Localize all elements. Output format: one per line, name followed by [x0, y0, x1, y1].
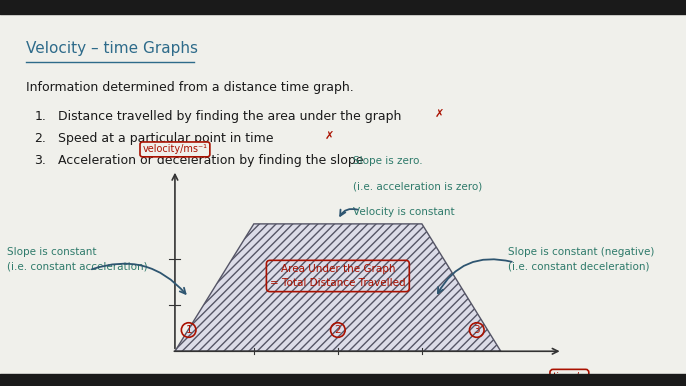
Text: Velocity is constant: Velocity is constant [353, 207, 455, 217]
Text: Velocity – time Graphs: Velocity – time Graphs [26, 41, 198, 56]
Text: 3: 3 [473, 325, 480, 335]
Text: Distance travelled by finding the area under the graph: Distance travelled by finding the area u… [58, 110, 402, 123]
Text: 2: 2 [335, 325, 341, 335]
Text: ✗: ✗ [324, 131, 334, 141]
Text: Information determined from a distance time graph.: Information determined from a distance t… [26, 81, 354, 94]
Text: Area Under the Graph
= Total Distance Travelled: Area Under the Graph = Total Distance Tr… [270, 264, 405, 288]
Text: Speed at a particular point in time: Speed at a particular point in time [58, 132, 274, 145]
Text: velocity/ms⁻¹: velocity/ms⁻¹ [143, 144, 207, 154]
Text: 3.: 3. [34, 154, 46, 167]
Text: Slope is constant (negative)
(i.e. constant deceleration): Slope is constant (negative) (i.e. const… [508, 247, 654, 271]
Text: Slope is constant
(i.e. constant acceleration): Slope is constant (i.e. constant acceler… [7, 247, 147, 271]
Polygon shape [175, 224, 501, 351]
Text: time/s: time/s [553, 372, 586, 383]
Text: ✗: ✗ [435, 109, 445, 119]
Text: 1: 1 [185, 325, 192, 335]
Text: Slope is zero.: Slope is zero. [353, 156, 423, 166]
Text: 2.: 2. [34, 132, 46, 145]
Text: Acceleration or deceleration by finding the slope: Acceleration or deceleration by finding … [58, 154, 364, 167]
Text: (i.e. acceleration is zero): (i.e. acceleration is zero) [353, 181, 482, 191]
Text: 1.: 1. [34, 110, 46, 123]
